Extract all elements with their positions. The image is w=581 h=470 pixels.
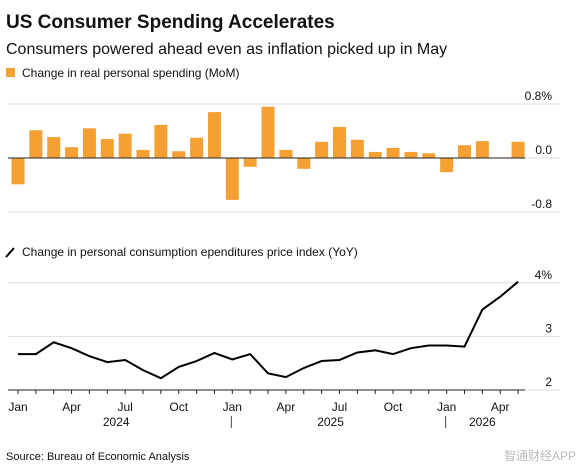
watermark: 智通财经APP — [504, 448, 576, 463]
bar — [118, 133, 132, 158]
y-tick-label: 0.0 — [535, 143, 552, 157]
x-tick-label: Oct — [169, 400, 188, 414]
x-tick-label: Jan — [223, 400, 242, 414]
chart-subtitle: Consumers powered ahead even as inflatio… — [6, 41, 447, 58]
y-tick-label: -0.8 — [531, 197, 552, 211]
bar — [207, 112, 221, 158]
x-tick-label: Apr — [277, 400, 296, 414]
legend-label: Change in personal consumption ependitur… — [22, 245, 358, 259]
bar — [82, 128, 96, 158]
bar — [261, 106, 275, 158]
bar — [243, 158, 257, 167]
y-tick-label: 4% — [535, 268, 553, 282]
line-series — [18, 280, 519, 380]
x-tick-label: Apr — [62, 400, 81, 414]
bar — [475, 141, 489, 158]
bar — [225, 158, 239, 200]
bar — [190, 137, 204, 158]
bar — [315, 141, 329, 158]
bar — [297, 158, 311, 169]
source: Source: Bureau of Economic Analysis — [6, 451, 190, 463]
legend-swatch — [6, 68, 15, 77]
year-label: 2025 — [317, 415, 344, 429]
legend-label: Change in real personal spending (MoM) — [22, 66, 239, 80]
legend-swatch — [5, 247, 15, 258]
x-tick-label: Jul — [332, 400, 347, 414]
bar — [172, 151, 186, 158]
x-tick-label: Apr — [491, 400, 510, 414]
bar — [458, 145, 471, 158]
bar — [422, 153, 436, 158]
bar — [440, 158, 454, 173]
chart-title: US Consumer Spending Accelerates — [6, 12, 335, 33]
year-label: 2026 — [469, 415, 496, 429]
bar — [368, 151, 382, 158]
bar — [11, 158, 25, 185]
bar — [154, 124, 168, 158]
bar — [404, 151, 418, 158]
bar — [136, 149, 150, 158]
year-label: 2024 — [103, 415, 130, 429]
x-tick-label: Oct — [384, 400, 403, 414]
x-tick-label: Jan — [8, 400, 27, 414]
bar — [65, 147, 79, 158]
bar — [511, 141, 525, 158]
bar — [350, 139, 364, 158]
y-tick-label: 2 — [545, 375, 552, 389]
y-tick-label: 0.8% — [525, 89, 553, 103]
bar — [386, 147, 400, 158]
bar — [47, 137, 61, 158]
bar — [100, 139, 114, 158]
bar — [29, 130, 43, 158]
x-tick-label: Jan — [437, 400, 456, 414]
y-tick-label: 3 — [545, 321, 552, 335]
x-tick-label: Jul — [117, 400, 132, 414]
bar — [279, 149, 293, 158]
bar — [332, 126, 346, 158]
